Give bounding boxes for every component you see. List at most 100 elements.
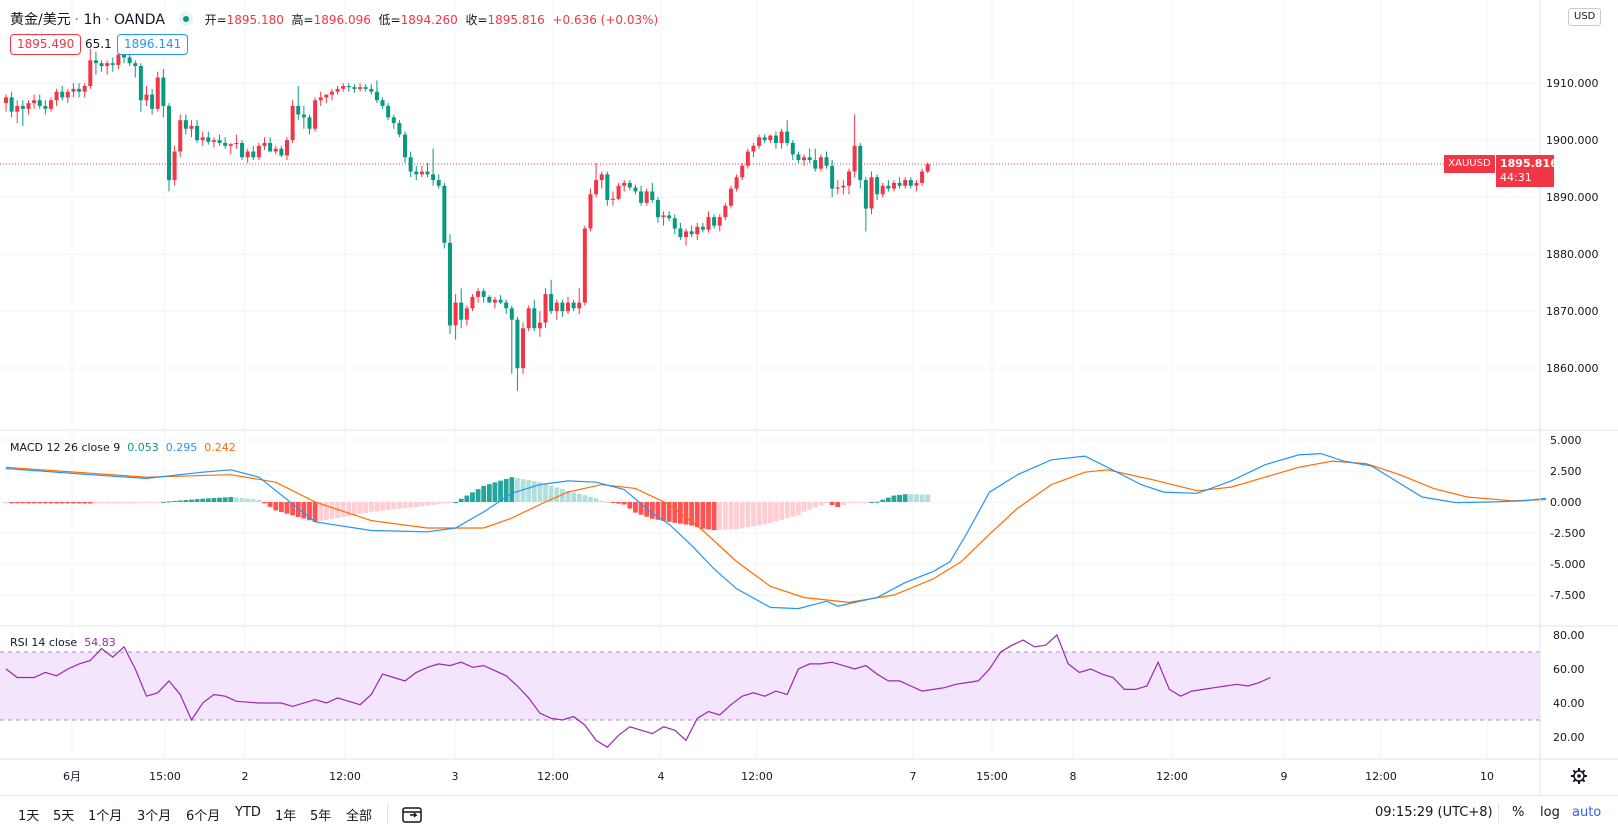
range-ytd-button[interactable]: YTD xyxy=(235,805,261,820)
range-1y-button[interactable]: 1年 xyxy=(275,809,297,824)
candle-body xyxy=(504,302,509,309)
candle-body xyxy=(717,217,722,226)
macd-histogram-bar xyxy=(31,502,37,504)
candle xyxy=(166,103,171,192)
macd-histogram-bar xyxy=(717,502,723,530)
macd-histogram-bar xyxy=(824,502,829,504)
macd-histogram-bar xyxy=(683,502,689,525)
macd-histogram-bar xyxy=(397,502,402,509)
candle-body xyxy=(610,198,615,201)
time-axis[interactable]: 6月 15:00 2 12:00 3 12:00 4 12:00 7 15:00 8 12:00 9 12… xyxy=(63,770,1494,783)
percent-scale-toggle[interactable]: % xyxy=(1512,805,1525,820)
candle xyxy=(88,48,93,89)
rsi-legend[interactable]: RSI 14 close 54.83 xyxy=(10,636,116,649)
macd-signal-line xyxy=(5,460,1546,604)
last-price-value: 1895.816 xyxy=(1500,157,1558,170)
range-all-button[interactable]: 全部 xyxy=(346,809,373,824)
candle-body xyxy=(920,171,925,183)
open-label: 开= xyxy=(204,13,227,27)
bid-price-button[interactable]: 1895.490 xyxy=(10,34,82,55)
legend-dot-1: · xyxy=(74,12,84,28)
time-axis-label: 10 xyxy=(1480,770,1494,783)
candle-body xyxy=(436,180,441,186)
settings-gear-icon[interactable] xyxy=(1571,768,1587,784)
candle xyxy=(734,174,739,192)
symbol-name[interactable]: 黄金/美元 xyxy=(10,12,71,28)
log-scale-toggle[interactable]: log xyxy=(1540,805,1560,820)
goto-date-icon[interactable] xyxy=(402,804,424,824)
candle-body xyxy=(358,87,363,89)
price-axis[interactable]: 1910.000 1900.000 1890.000 1880.000 1870.000… xyxy=(1546,77,1599,375)
candle-body xyxy=(751,145,756,152)
candle xyxy=(627,180,632,191)
range-5y-button[interactable]: 5年 xyxy=(310,809,332,824)
clock-display[interactable]: 09:15:29 (UTC+8) xyxy=(1375,805,1493,820)
candle-body xyxy=(757,137,762,146)
rsi-axis-label: 20.00 xyxy=(1553,731,1585,744)
candle-body xyxy=(166,105,171,181)
currency-label[interactable]: USD xyxy=(1568,8,1602,26)
range-6m-button[interactable]: 6个月 xyxy=(186,809,221,824)
candles-layer xyxy=(4,46,930,391)
macd-line xyxy=(5,452,1546,610)
candle xyxy=(195,120,200,144)
candle xyxy=(802,154,807,166)
macd-histogram-bar xyxy=(610,502,616,503)
macd-histogram-bar xyxy=(576,493,582,502)
rsi-line xyxy=(5,633,1271,748)
interval-label[interactable]: 1h xyxy=(83,12,102,28)
candle xyxy=(880,182,885,198)
macd-histogram-bar xyxy=(588,496,593,502)
candle-body xyxy=(363,87,368,89)
macd-histogram-bar xyxy=(194,499,200,502)
candle-body xyxy=(301,114,306,118)
high-label: 高= xyxy=(291,13,314,27)
exchange-label[interactable]: OANDA xyxy=(113,12,165,28)
ask-price-button[interactable]: 1896.141 xyxy=(117,34,189,55)
macd-histogram-bar xyxy=(543,483,548,502)
macd-histogram-bar xyxy=(661,502,666,521)
candle xyxy=(723,202,728,220)
candle-body xyxy=(723,205,728,218)
macd-histogram-bar xyxy=(307,502,312,521)
candle xyxy=(301,105,306,129)
candle-body xyxy=(195,125,200,141)
range-5d-button[interactable]: 5天 xyxy=(53,809,75,824)
close-value: 1895.816 xyxy=(487,13,545,27)
candle xyxy=(920,168,925,186)
candle xyxy=(886,180,891,192)
candle xyxy=(206,131,211,145)
candle-body xyxy=(594,180,599,195)
time-axis-label: 12:00 xyxy=(741,770,773,783)
auto-scale-toggle[interactable]: auto xyxy=(1572,805,1602,820)
macd-histogram-bar xyxy=(340,502,346,517)
macd-axis[interactable]: 5.000 2.500 0.000 -2.500 -5.000 -7.500 xyxy=(1550,434,1585,602)
candle-body xyxy=(335,88,340,92)
candle xyxy=(211,137,216,148)
candle xyxy=(807,148,812,163)
candle-body xyxy=(346,86,351,88)
macd-histogram-bar xyxy=(65,502,71,504)
candle xyxy=(566,296,570,315)
candle-body xyxy=(150,94,155,109)
range-1d-button[interactable]: 1天 xyxy=(18,809,40,824)
market-status-icon[interactable] xyxy=(178,12,193,26)
rsi-axis[interactable]: 80.00 60.00 40.00 20.00 xyxy=(1553,629,1585,744)
candle-body xyxy=(577,302,582,309)
range-1m-button[interactable]: 1个月 xyxy=(88,809,123,824)
candle xyxy=(577,288,582,315)
candle xyxy=(397,120,402,138)
macd-legend[interactable]: MACD 12 26 close 9 0.053 0.295 0.242 xyxy=(10,441,236,454)
macd-histogram-bar xyxy=(520,479,526,502)
candle xyxy=(588,188,593,232)
candle xyxy=(391,114,396,129)
macd-histogram-bar xyxy=(284,502,290,514)
range-3m-button[interactable]: 3个月 xyxy=(137,809,172,824)
candle-body xyxy=(880,185,885,195)
candle-body xyxy=(256,145,261,158)
candle xyxy=(65,88,70,104)
macd-histogram-bar xyxy=(363,502,369,513)
candle xyxy=(223,137,228,149)
candle xyxy=(431,148,436,186)
